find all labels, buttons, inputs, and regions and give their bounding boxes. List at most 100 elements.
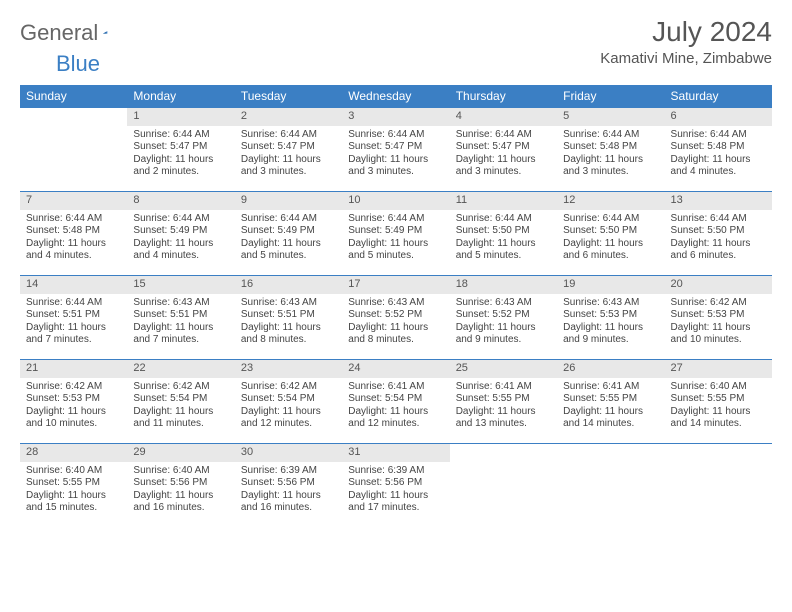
sunset-label: Sunset: bbox=[456, 309, 493, 320]
sunrise-label: Sunrise: bbox=[671, 297, 710, 308]
sunset-label: Sunset: bbox=[241, 141, 278, 152]
day-body: Sunrise: 6:43 AMSunset: 5:52 PMDaylight:… bbox=[342, 294, 449, 351]
day-number bbox=[20, 107, 127, 126]
day-number: 31 bbox=[342, 443, 449, 462]
sunrise-value: 6:43 AM bbox=[280, 297, 317, 308]
daylight-label: Daylight: bbox=[241, 238, 283, 249]
day-body: Sunrise: 6:44 AMSunset: 5:47 PMDaylight:… bbox=[235, 126, 342, 183]
sunset-value: 5:51 PM bbox=[63, 309, 100, 320]
day-body: Sunrise: 6:44 AMSunset: 5:48 PMDaylight:… bbox=[20, 210, 127, 267]
day-body: Sunrise: 6:44 AMSunset: 5:48 PMDaylight:… bbox=[665, 126, 772, 183]
sunset-label: Sunset: bbox=[241, 225, 278, 236]
calendar-cell: 11Sunrise: 6:44 AMSunset: 5:50 PMDayligh… bbox=[450, 191, 557, 275]
calendar-cell: 26Sunrise: 6:41 AMSunset: 5:55 PMDayligh… bbox=[557, 359, 664, 443]
day-body: Sunrise: 6:43 AMSunset: 5:51 PMDaylight:… bbox=[127, 294, 234, 351]
sunset-label: Sunset: bbox=[26, 393, 63, 404]
sunrise-value: 6:44 AM bbox=[710, 213, 747, 224]
day-body: Sunrise: 6:41 AMSunset: 5:55 PMDaylight:… bbox=[450, 378, 557, 435]
day-number: 23 bbox=[235, 359, 342, 378]
day-number: 22 bbox=[127, 359, 234, 378]
sunset-value: 5:53 PM bbox=[63, 393, 100, 404]
sunset-value: 5:55 PM bbox=[707, 393, 744, 404]
day-number: 25 bbox=[450, 359, 557, 378]
calendar-cell bbox=[20, 107, 127, 191]
daylight-label: Daylight: bbox=[241, 322, 283, 333]
daylight-label: Daylight: bbox=[348, 154, 390, 165]
sunset-label: Sunset: bbox=[26, 309, 63, 320]
sunset-label: Sunset: bbox=[563, 309, 600, 320]
calendar-cell: 8Sunrise: 6:44 AMSunset: 5:49 PMDaylight… bbox=[127, 191, 234, 275]
day-body: Sunrise: 6:44 AMSunset: 5:47 PMDaylight:… bbox=[450, 126, 557, 183]
sunrise-label: Sunrise: bbox=[563, 381, 602, 392]
day-body: Sunrise: 6:44 AMSunset: 5:48 PMDaylight:… bbox=[557, 126, 664, 183]
calendar-cell: 6Sunrise: 6:44 AMSunset: 5:48 PMDaylight… bbox=[665, 107, 772, 191]
sunrise-value: 6:43 AM bbox=[495, 297, 532, 308]
calendar-cell: 20Sunrise: 6:42 AMSunset: 5:53 PMDayligh… bbox=[665, 275, 772, 359]
daylight-label: Daylight: bbox=[671, 238, 713, 249]
daylight-label: Daylight: bbox=[241, 490, 283, 501]
day-body: Sunrise: 6:44 AMSunset: 5:49 PMDaylight:… bbox=[235, 210, 342, 267]
sunset-label: Sunset: bbox=[133, 141, 170, 152]
sunrise-value: 6:40 AM bbox=[710, 381, 747, 392]
weekday-header: Monday bbox=[127, 85, 234, 107]
day-body: Sunrise: 6:44 AMSunset: 5:51 PMDaylight:… bbox=[20, 294, 127, 351]
calendar-cell: 29Sunrise: 6:40 AMSunset: 5:56 PMDayligh… bbox=[127, 443, 234, 527]
sunset-label: Sunset: bbox=[456, 141, 493, 152]
sunrise-value: 6:44 AM bbox=[603, 213, 640, 224]
calendar-cell: 2Sunrise: 6:44 AMSunset: 5:47 PMDaylight… bbox=[235, 107, 342, 191]
day-body: Sunrise: 6:40 AMSunset: 5:55 PMDaylight:… bbox=[665, 378, 772, 435]
sunrise-label: Sunrise: bbox=[133, 465, 172, 476]
sunrise-value: 6:44 AM bbox=[65, 213, 102, 224]
sunrise-value: 6:44 AM bbox=[710, 129, 747, 140]
day-body: Sunrise: 6:42 AMSunset: 5:53 PMDaylight:… bbox=[665, 294, 772, 351]
day-number: 28 bbox=[20, 443, 127, 462]
day-number bbox=[450, 443, 557, 462]
day-number: 11 bbox=[450, 191, 557, 210]
weekday-header: Thursday bbox=[450, 85, 557, 107]
sunrise-label: Sunrise: bbox=[133, 129, 172, 140]
weekday-header: Tuesday bbox=[235, 85, 342, 107]
sunset-value: 5:49 PM bbox=[385, 225, 422, 236]
title-block: July 2024 Kamativi Mine, Zimbabwe bbox=[600, 16, 772, 67]
sunrise-value: 6:43 AM bbox=[603, 297, 640, 308]
day-number: 14 bbox=[20, 275, 127, 294]
sunrise-label: Sunrise: bbox=[348, 465, 387, 476]
calendar-row: 7Sunrise: 6:44 AMSunset: 5:48 PMDaylight… bbox=[20, 191, 772, 275]
calendar-cell: 4Sunrise: 6:44 AMSunset: 5:47 PMDaylight… bbox=[450, 107, 557, 191]
daylight-label: Daylight: bbox=[241, 154, 283, 165]
weekday-header: Wednesday bbox=[342, 85, 449, 107]
sunset-value: 5:49 PM bbox=[170, 225, 207, 236]
sunset-value: 5:47 PM bbox=[385, 141, 422, 152]
day-number: 4 bbox=[450, 107, 557, 126]
day-number: 5 bbox=[557, 107, 664, 126]
sunset-label: Sunset: bbox=[241, 477, 278, 488]
sunset-value: 5:50 PM bbox=[600, 225, 637, 236]
calendar-cell: 27Sunrise: 6:40 AMSunset: 5:55 PMDayligh… bbox=[665, 359, 772, 443]
sunset-value: 5:47 PM bbox=[278, 141, 315, 152]
sunrise-label: Sunrise: bbox=[241, 297, 280, 308]
day-body: Sunrise: 6:44 AMSunset: 5:49 PMDaylight:… bbox=[342, 210, 449, 267]
daylight-label: Daylight: bbox=[348, 238, 390, 249]
day-number: 6 bbox=[665, 107, 772, 126]
sunrise-value: 6:44 AM bbox=[495, 213, 532, 224]
daylight-label: Daylight: bbox=[671, 154, 713, 165]
day-number: 24 bbox=[342, 359, 449, 378]
day-number: 27 bbox=[665, 359, 772, 378]
day-number: 9 bbox=[235, 191, 342, 210]
calendar-cell: 14Sunrise: 6:44 AMSunset: 5:51 PMDayligh… bbox=[20, 275, 127, 359]
day-body: Sunrise: 6:39 AMSunset: 5:56 PMDaylight:… bbox=[235, 462, 342, 519]
sunset-label: Sunset: bbox=[671, 393, 708, 404]
sunset-value: 5:51 PM bbox=[278, 309, 315, 320]
daylight-label: Daylight: bbox=[563, 238, 605, 249]
sunset-label: Sunset: bbox=[241, 393, 278, 404]
sunrise-value: 6:44 AM bbox=[65, 297, 102, 308]
daylight-label: Daylight: bbox=[133, 238, 175, 249]
daylight-label: Daylight: bbox=[348, 322, 390, 333]
sunset-value: 5:48 PM bbox=[707, 141, 744, 152]
sunset-value: 5:55 PM bbox=[600, 393, 637, 404]
calendar-cell: 30Sunrise: 6:39 AMSunset: 5:56 PMDayligh… bbox=[235, 443, 342, 527]
day-body: Sunrise: 6:42 AMSunset: 5:54 PMDaylight:… bbox=[127, 378, 234, 435]
daylight-label: Daylight: bbox=[133, 154, 175, 165]
sunrise-value: 6:41 AM bbox=[603, 381, 640, 392]
sunset-value: 5:53 PM bbox=[600, 309, 637, 320]
